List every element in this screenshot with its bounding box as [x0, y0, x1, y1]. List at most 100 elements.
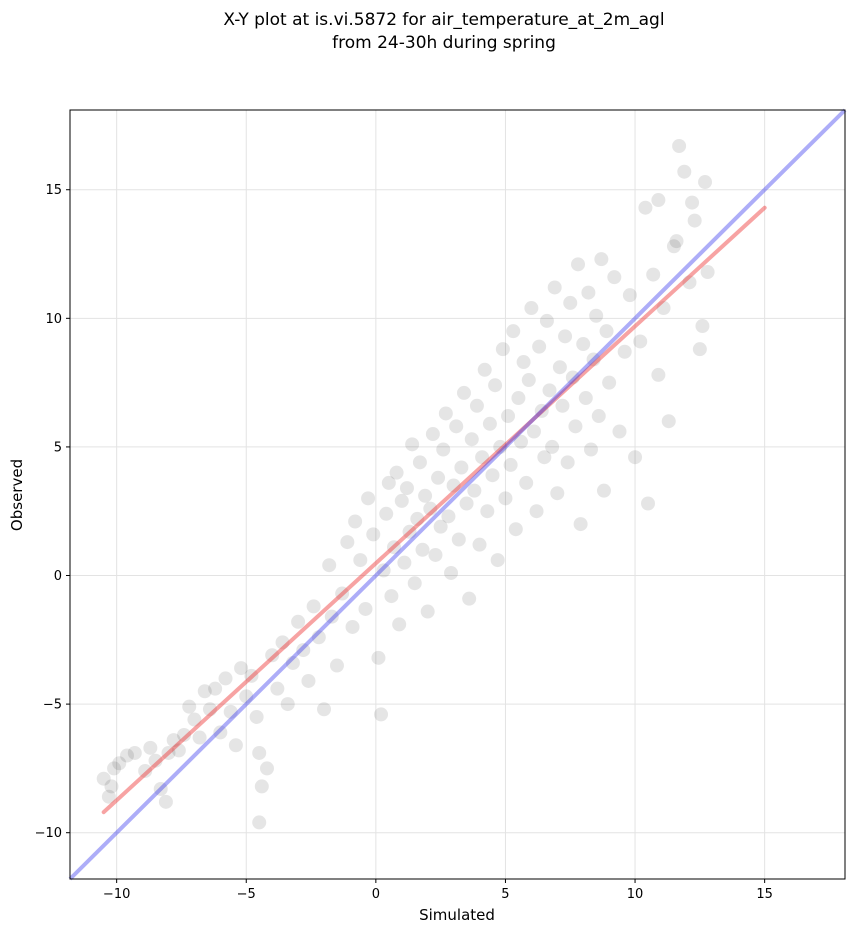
data-point-43	[311, 630, 326, 645]
y-axis-label: Observed	[8, 459, 26, 531]
data-point-155	[651, 367, 666, 382]
x-tick-label-4: 10	[627, 887, 644, 902]
data-point-59	[379, 506, 394, 521]
data-point-24	[223, 704, 238, 719]
data-point-81	[436, 442, 451, 457]
data-point-80	[433, 519, 448, 534]
data-point-60	[381, 475, 396, 490]
data-point-107	[503, 457, 518, 472]
data-point-69	[405, 437, 420, 452]
data-point-119	[534, 403, 549, 418]
data-point-93	[467, 483, 482, 498]
data-point-138	[583, 442, 598, 457]
data-point-54	[361, 491, 376, 506]
data-point-131	[565, 370, 580, 385]
data-point-30	[252, 745, 267, 760]
fit-lines	[68, 108, 847, 881]
data-point-36	[275, 635, 290, 650]
data-point-13	[166, 733, 181, 748]
data-point-39	[291, 614, 306, 629]
data-point-25	[228, 738, 243, 753]
data-point-103	[493, 439, 508, 454]
data-point-120	[537, 450, 552, 465]
data-point-168	[669, 234, 684, 249]
data-point-121	[539, 313, 554, 328]
data-point-169	[651, 193, 666, 208]
data-point-130	[563, 295, 578, 310]
data-point-117	[529, 504, 544, 519]
data-point-133	[571, 257, 586, 272]
data-point-0	[96, 771, 111, 786]
data-point-94	[469, 398, 484, 413]
data-point-140	[589, 308, 604, 323]
data-point-75	[420, 604, 435, 619]
data-point-38	[285, 655, 300, 670]
identity-line	[68, 108, 847, 881]
data-point-118	[532, 339, 547, 354]
data-point-6	[127, 745, 142, 760]
data-point-20	[202, 702, 217, 717]
grid-lines	[70, 110, 845, 879]
data-point-33	[259, 761, 274, 776]
data-point-17	[187, 712, 202, 727]
data-point-106	[501, 409, 516, 424]
data-point-143	[596, 483, 611, 498]
data-point-127	[555, 398, 570, 413]
data-point-46	[324, 609, 339, 624]
data-point-67	[399, 481, 414, 496]
data-point-160	[677, 164, 692, 179]
data-point-49	[340, 535, 355, 550]
data-point-18	[192, 730, 207, 745]
data-point-148	[617, 344, 632, 359]
data-point-70	[407, 576, 422, 591]
data-point-141	[591, 409, 606, 424]
data-point-139	[586, 352, 601, 367]
data-point-74	[418, 488, 433, 503]
data-point-56	[371, 650, 386, 665]
data-point-108	[506, 324, 521, 339]
data-point-79	[431, 470, 446, 485]
y-tick-label-5: 15	[45, 183, 62, 198]
x-tick-label-5: 15	[756, 887, 773, 902]
data-point-9	[148, 753, 163, 768]
data-point-154	[646, 267, 661, 282]
x-axis-label: Simulated	[419, 906, 495, 924]
data-point-97	[477, 362, 492, 377]
data-point-92	[464, 432, 479, 447]
data-point-132	[568, 419, 583, 434]
data-point-147	[612, 424, 627, 439]
data-point-152	[638, 200, 653, 215]
data-point-61	[384, 589, 399, 604]
data-point-2	[107, 761, 122, 776]
data-point-84	[444, 565, 459, 580]
data-point-5	[120, 748, 135, 763]
data-point-73	[415, 542, 430, 557]
data-point-1	[101, 789, 116, 804]
y-tick-label-2: 0	[54, 569, 62, 584]
data-point-150	[628, 450, 643, 465]
data-point-51	[348, 514, 363, 529]
data-point-78	[428, 547, 443, 562]
data-point-112	[516, 355, 531, 370]
data-point-77	[425, 427, 440, 442]
x-tick-label-2: 0	[372, 887, 380, 902]
data-point-88	[454, 460, 469, 475]
data-point-50	[345, 619, 360, 634]
data-point-113	[519, 475, 534, 490]
data-point-157	[661, 414, 676, 429]
data-point-125	[550, 486, 565, 501]
data-point-123	[545, 439, 560, 454]
data-point-90	[459, 496, 474, 511]
data-point-153	[641, 496, 656, 511]
data-point-165	[700, 265, 715, 280]
data-point-21	[208, 681, 223, 696]
data-point-8	[143, 740, 158, 755]
regression-line	[101, 205, 767, 815]
data-point-111	[514, 434, 529, 449]
data-point-27	[239, 689, 254, 704]
data-point-4	[104, 779, 119, 794]
data-point-87	[451, 532, 466, 547]
data-point-128	[558, 329, 573, 344]
data-point-47	[329, 658, 344, 673]
